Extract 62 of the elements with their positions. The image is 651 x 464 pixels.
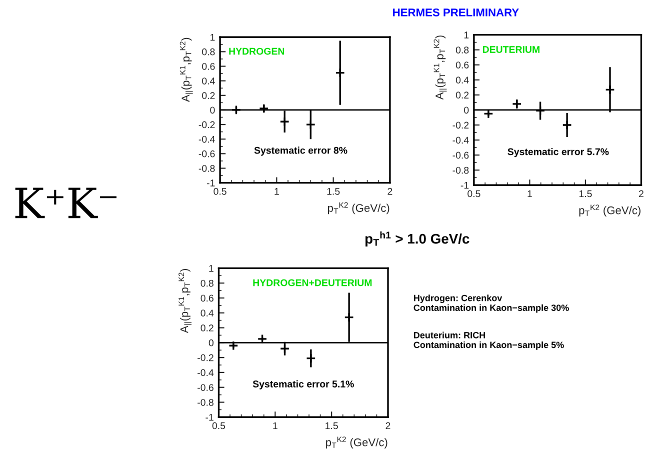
annotation: Systematic error 8% <box>254 146 348 156</box>
y-tick-label: -0.6 <box>452 152 469 159</box>
text: A$_{||}$(p$_{T}$$^{K1}$,p$_{T}$$^{K2}$) <box>434 36 447 100</box>
y-tick-label: 0.4 <box>202 78 215 84</box>
text: Hydrogen: Cerenkov Contamination in Kaon−sample 30% <box>414 294 569 313</box>
x-tick-label: 0.5 <box>214 188 226 195</box>
x-tick-label: 1 <box>528 190 532 198</box>
y-tick-label: -1 <box>206 180 215 186</box>
y-tick-label: 0.4 <box>456 76 469 84</box>
y-tick-label: 0.6 <box>200 294 214 302</box>
annotation: Systematic error 5.1% <box>252 380 354 390</box>
y-tick-label: 0.2 <box>202 92 215 100</box>
y-tick-label: 0.8 <box>456 46 469 54</box>
y-tick-label: 0 <box>464 106 469 114</box>
text: Deuterium: RICH Contamination in Kaon−sample 5% <box>414 332 564 350</box>
y-tick-label: 0.4 <box>200 310 214 316</box>
text: A$_{||}$(p$_{T}$$^{K1}$,p$_{T}$$^{K2}$) <box>178 268 192 334</box>
x-tick-label: 1.5 <box>327 188 340 195</box>
annotation: HYDROGEN <box>229 48 284 55</box>
y-tick-label: -0.8 <box>452 166 469 174</box>
x-tick-label: 1 <box>274 188 279 195</box>
y-tick-label: -1 <box>460 182 469 189</box>
y-tick-label: 0.6 <box>202 62 215 70</box>
y-tick-label: -0.6 <box>198 150 215 158</box>
x-axis-title: p$_{T}$$^{K2}$ (GeV/c) <box>328 202 390 214</box>
x-tick-label: 0.5 <box>468 190 480 198</box>
y-tick-label: 0.2 <box>200 324 214 332</box>
y-tick-label: -0.4 <box>198 369 214 376</box>
x-tick-label: 1 <box>273 422 278 430</box>
y-tick-label: 1 <box>464 32 469 38</box>
text: K⁺K⁻ <box>15 188 116 218</box>
annotation: DEUTERIUM <box>482 46 540 53</box>
y-tick-label: -0.2 <box>198 354 214 362</box>
x-tick-label: 2 <box>386 422 390 430</box>
annotation: HYDROGEN+DEUTERIUM <box>253 279 372 286</box>
y-tick-label: 0.2 <box>456 92 469 99</box>
x-tick-label: 1.5 <box>579 190 592 198</box>
y-tick-label: -1 <box>206 414 214 421</box>
y-tick-label: -0.2 <box>198 121 215 128</box>
y-tick-label: -0.4 <box>452 136 469 144</box>
text: HERMES PRELIMINARY <box>393 8 519 16</box>
y-tick-label: 0.6 <box>456 62 469 68</box>
text: A$_{||}$(p$_{T}$$^{K1}$,p$_{T}$$^{K2}$) <box>180 38 193 102</box>
x-tick-label: 2 <box>639 190 644 198</box>
y-tick-label: -0.8 <box>198 164 215 172</box>
y-tick-label: 1 <box>210 34 215 41</box>
y-tick-label: -0.8 <box>198 398 214 406</box>
x-axis-title: p$_{T}$$^{K2}$ (GeV/c) <box>579 204 640 216</box>
text: p$_{T}$$^{h1}$ > 1.0 GeV/c <box>365 231 470 246</box>
y-tick-label: -0.2 <box>452 122 469 129</box>
y-tick-label: 0 <box>210 106 215 114</box>
y-tick-label: 0.8 <box>202 48 215 56</box>
x-tick-label: 0.5 <box>212 422 226 430</box>
y-tick-label: 1 <box>209 265 214 272</box>
annotation: Systematic error 5.7% <box>508 148 609 158</box>
x-tick-label: 1.5 <box>326 422 338 430</box>
y-tick-label: 0.8 <box>200 280 214 287</box>
x-axis-title: p$_{T}$$^{K2}$ (GeV/c) <box>326 436 388 448</box>
y-tick-label: 0 <box>208 339 214 346</box>
x-tick-label: 2 <box>388 188 392 195</box>
y-tick-label: -0.4 <box>198 136 215 143</box>
y-tick-label: -0.6 <box>198 384 214 391</box>
